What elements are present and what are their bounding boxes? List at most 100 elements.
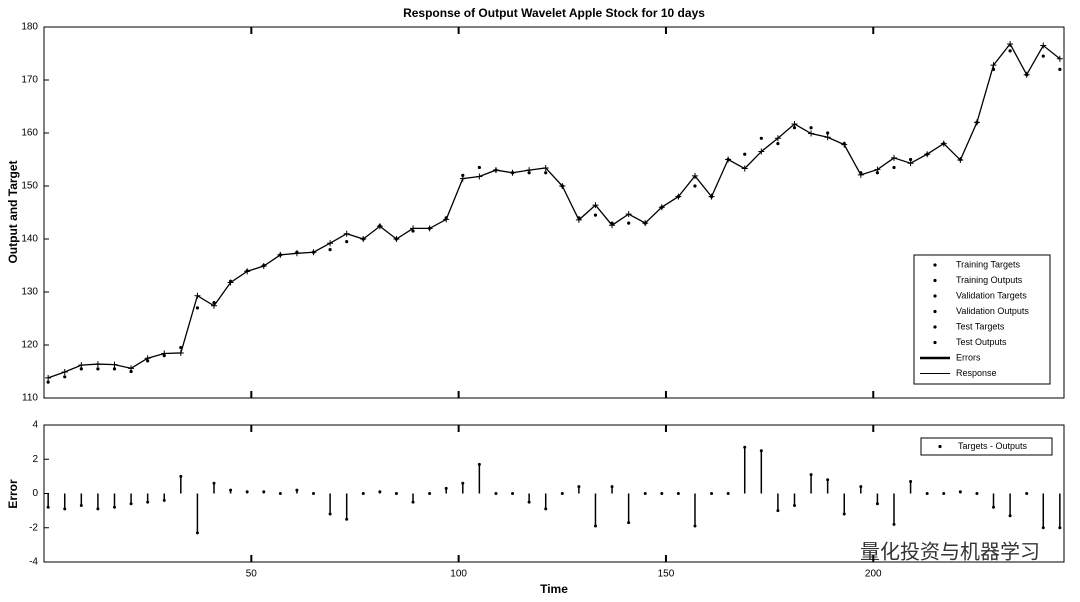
output-point (691, 172, 698, 179)
error-point (162, 498, 166, 502)
legend-label: Test Targets (956, 321, 1005, 331)
error-point (726, 492, 730, 495)
error-point (461, 481, 465, 485)
target-point (477, 165, 481, 170)
output-point (808, 130, 815, 137)
target-point (79, 367, 83, 371)
error-point (992, 505, 996, 509)
target-point (46, 380, 50, 384)
error-point (942, 492, 946, 495)
target-point (693, 184, 697, 188)
legend-swatch (933, 294, 937, 298)
error-point (229, 488, 233, 492)
error-point (494, 492, 498, 495)
legend-label: Targets - Outputs (958, 441, 1028, 451)
error-point (511, 492, 515, 495)
output-point (1056, 55, 1063, 62)
output-point (277, 251, 284, 258)
legend-swatch (933, 278, 937, 283)
error-point (776, 509, 780, 513)
error-point (1041, 526, 1045, 530)
target-point (875, 171, 880, 175)
output-point (227, 279, 234, 286)
target-point (826, 131, 830, 135)
error-point (842, 512, 846, 516)
output-point (841, 141, 848, 148)
error-point (96, 507, 100, 511)
error-point (46, 505, 50, 509)
output-point (459, 175, 466, 182)
x-tick-label: 200 (865, 569, 882, 580)
legend-label: Training Outputs (956, 275, 1023, 285)
error-point (593, 524, 597, 528)
error-point (262, 490, 266, 494)
legend-box (913, 254, 1051, 385)
target-point (776, 142, 780, 146)
output-point (625, 211, 632, 218)
output-point (741, 165, 748, 172)
y-tick-label: -2 (29, 522, 38, 533)
output-point (542, 164, 549, 171)
output-point (476, 173, 483, 180)
target-point (179, 346, 183, 350)
target-point (593, 213, 598, 217)
error-point (610, 485, 614, 489)
output-point (61, 369, 68, 376)
target-point (892, 165, 896, 170)
error-point (676, 492, 680, 495)
error-point (1058, 526, 1062, 530)
output-point (360, 236, 367, 242)
error-point (428, 492, 432, 495)
error-point (394, 492, 398, 495)
output-point (642, 220, 649, 227)
error-point (792, 503, 796, 507)
error-point (809, 473, 813, 477)
output-point (111, 361, 118, 368)
output-point (144, 355, 151, 362)
error-point (146, 500, 150, 504)
output-point (526, 167, 533, 174)
output-point (1023, 71, 1030, 78)
error-point (975, 492, 979, 495)
output-point (161, 350, 168, 357)
error-point (875, 502, 879, 506)
output-point (177, 349, 184, 356)
output-point (940, 140, 947, 147)
x-tick-label: 50 (246, 569, 258, 580)
output-point (924, 151, 931, 158)
y-tick-label: 120 (21, 340, 38, 351)
legend-box (920, 437, 1053, 456)
output-point (907, 160, 914, 167)
output-point (957, 157, 964, 164)
error-point (544, 507, 548, 511)
target-point (112, 367, 117, 371)
legend-swatch (933, 309, 937, 314)
output-point (824, 134, 831, 141)
target-point (1008, 49, 1012, 53)
error-point (63, 507, 67, 511)
y-tick-label: 2 (32, 454, 38, 465)
output-point (891, 154, 897, 161)
output-point (725, 156, 732, 163)
error-point (79, 503, 83, 507)
x-tick-label: 150 (658, 569, 675, 580)
output-point (758, 148, 765, 155)
y-tick-label: 110 (22, 393, 38, 404)
y-tick-label: 170 (21, 75, 38, 86)
legend-swatch (933, 340, 937, 345)
target-point (212, 301, 216, 305)
y-axis-label: Error (6, 479, 20, 509)
error-point (328, 512, 332, 516)
error-point (195, 531, 199, 535)
target-point (96, 367, 100, 371)
legend-label: Validation Outputs (956, 306, 1029, 316)
error-point (958, 490, 962, 494)
error-point (743, 445, 747, 449)
error-point (577, 485, 581, 489)
output-point (509, 169, 516, 176)
output-point (990, 62, 997, 69)
x-axis-label: Time (540, 582, 568, 596)
output-point (343, 230, 350, 237)
error-point (444, 486, 448, 490)
target-point (809, 126, 813, 130)
